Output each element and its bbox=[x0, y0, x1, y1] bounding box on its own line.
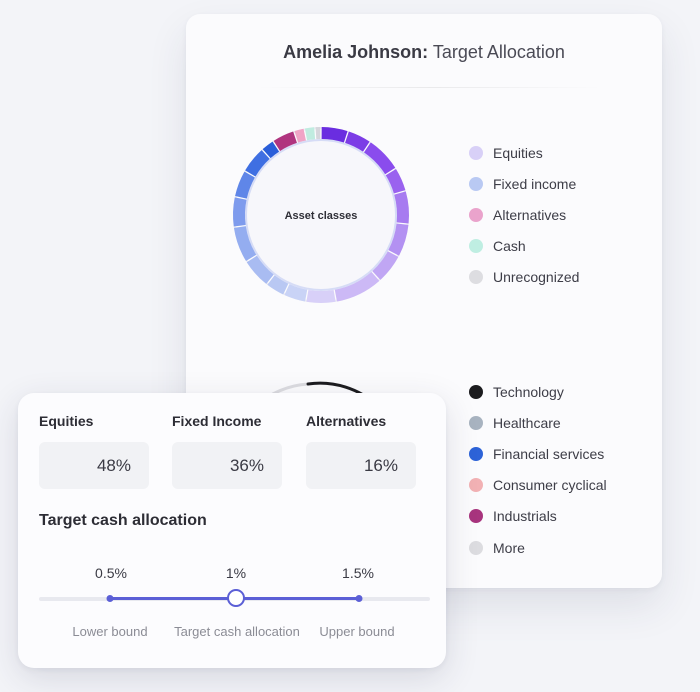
donut-segment[interactable] bbox=[233, 197, 247, 227]
donut-segment[interactable] bbox=[363, 142, 396, 175]
legend-label: Equities bbox=[493, 144, 543, 161]
technology-swatch-icon bbox=[469, 384, 483, 399]
legend-item-healthcare[interactable]: Healthcare bbox=[469, 407, 607, 438]
donut-segment[interactable] bbox=[321, 127, 348, 143]
fixed-income-input[interactable]: 36% bbox=[172, 442, 282, 489]
donut-segment[interactable] bbox=[304, 127, 316, 141]
donut-segment[interactable] bbox=[273, 131, 298, 152]
cash-section-title: Target cash allocation bbox=[39, 512, 207, 529]
donut-segment[interactable] bbox=[267, 275, 289, 295]
donut-segment[interactable] bbox=[233, 225, 257, 262]
target-caption: Target cash allocation bbox=[174, 624, 300, 639]
donut-segment[interactable] bbox=[372, 251, 399, 280]
donut-segment[interactable] bbox=[344, 131, 370, 152]
lower-bound-caption: Lower bound bbox=[72, 624, 148, 639]
equities-label: Equities bbox=[39, 413, 94, 429]
legend-item-technology[interactable]: Technology bbox=[469, 376, 607, 407]
fixed-income-label: Fixed Income bbox=[172, 413, 262, 429]
legend-item-unrecognized[interactable]: Unrecognized bbox=[469, 262, 579, 293]
sector-legend: Technology Healthcare Financial services… bbox=[469, 376, 607, 563]
upper-bound-value: 1.5% bbox=[342, 565, 374, 581]
donut-segment[interactable] bbox=[235, 171, 255, 199]
legend-item-financial-services[interactable]: Financial services bbox=[469, 438, 607, 469]
asset-legend: Equities Fixed income Alternatives Cash … bbox=[469, 137, 579, 293]
legend-label: Unrecognized bbox=[493, 269, 580, 286]
unrecognized-swatch-icon bbox=[469, 270, 483, 285]
equities-swatch-icon bbox=[469, 145, 483, 160]
donut-segment[interactable] bbox=[246, 255, 274, 284]
donut-segment[interactable] bbox=[394, 191, 409, 224]
legend-label: Financial services bbox=[493, 445, 605, 462]
legend-item-fixed-income[interactable]: Fixed income bbox=[469, 168, 579, 199]
donut-inner-ring bbox=[245, 139, 397, 291]
legend-label: Industrials bbox=[493, 508, 557, 525]
target-value: 1% bbox=[225, 565, 247, 581]
legend-label: Fixed income bbox=[493, 175, 577, 192]
fixed-income-swatch-icon bbox=[469, 176, 483, 191]
equities-input[interactable]: 48% bbox=[39, 442, 149, 489]
legend-label: Alternatives bbox=[493, 206, 567, 223]
title-divider bbox=[256, 87, 602, 88]
legend-item-alternatives[interactable]: Alternatives bbox=[469, 199, 579, 230]
alternatives-swatch-icon bbox=[469, 207, 483, 222]
lower-bound-value: 0.5% bbox=[95, 565, 127, 581]
donut-segment[interactable] bbox=[284, 284, 308, 302]
legend-item-equities[interactable]: Equities bbox=[469, 137, 579, 168]
donut-segment[interactable] bbox=[334, 271, 380, 302]
alternatives-input[interactable]: 16% bbox=[306, 442, 416, 489]
upper-bound-caption: Upper bound bbox=[319, 624, 395, 639]
target-cash-thumb[interactable] bbox=[227, 589, 245, 607]
legend-label: Technology bbox=[493, 383, 564, 400]
legend-label: Cash bbox=[493, 238, 526, 255]
financial-services-swatch-icon bbox=[469, 446, 483, 461]
allocation-editor-card: Equities Fixed Income Alternatives 48% 3… bbox=[18, 393, 446, 668]
cash-swatch-icon bbox=[469, 239, 483, 254]
donut-center-label: Asset classes bbox=[285, 210, 358, 222]
lower-bound-handle[interactable] bbox=[106, 595, 114, 602]
legend-item-industrials[interactable]: Industrials bbox=[469, 501, 607, 532]
legend-label: Healthcare bbox=[493, 414, 561, 431]
donut-segment[interactable] bbox=[385, 168, 406, 194]
legend-item-more[interactable]: More bbox=[469, 532, 607, 563]
healthcare-swatch-icon bbox=[469, 415, 483, 430]
donut-segment[interactable] bbox=[306, 289, 336, 303]
donut-segment[interactable] bbox=[388, 223, 409, 256]
donut-segment[interactable] bbox=[262, 141, 280, 159]
legend-label: More bbox=[493, 539, 525, 556]
industrials-swatch-icon bbox=[469, 509, 483, 524]
donut-segment[interactable] bbox=[294, 128, 306, 143]
legend-item-consumer-cyclical[interactable]: Consumer cyclical bbox=[469, 470, 607, 501]
upper-bound-handle[interactable] bbox=[355, 595, 363, 602]
page-title: Amelia Johnson: Target Allocation bbox=[186, 42, 662, 63]
legend-item-cash[interactable]: Cash bbox=[469, 231, 579, 262]
consumer-cyclical-swatch-icon bbox=[469, 478, 483, 493]
alternatives-label: Alternatives bbox=[306, 413, 387, 429]
client-name: Amelia Johnson: bbox=[283, 42, 429, 62]
donut-segment[interactable] bbox=[245, 150, 270, 177]
legend-label: Consumer cyclical bbox=[493, 477, 607, 494]
donut-center bbox=[247, 141, 395, 289]
title-text: Target Allocation bbox=[432, 42, 565, 62]
asset-classes-donut[interactable]: Asset classes bbox=[226, 120, 416, 310]
more-swatch-icon bbox=[469, 540, 483, 555]
